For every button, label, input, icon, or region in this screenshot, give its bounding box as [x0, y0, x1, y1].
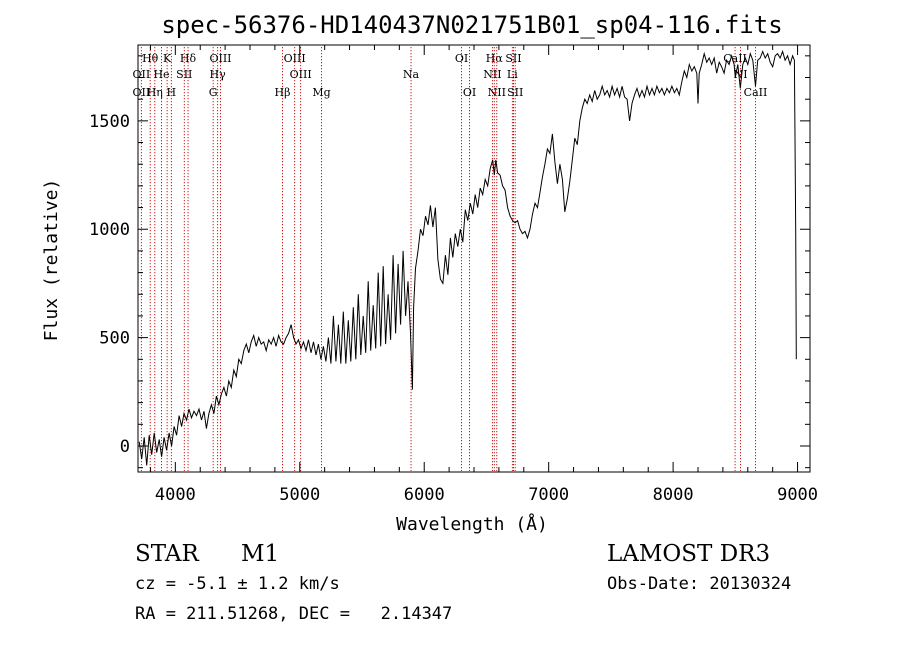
spectral-line-label: Na — [403, 68, 420, 81]
spectral-line-label: H — [167, 86, 177, 99]
spectral-line-label: K — [163, 52, 172, 65]
axis-ticks: 4000 5000 6000 7000 8000 9000 0 500 1000 1500 — [89, 45, 818, 505]
redshift-text: cz = -5.1 ± 1.2 km/s — [135, 574, 340, 594]
object-class: STAR — [135, 541, 199, 567]
survey-name: LAMOST DR3 — [607, 541, 771, 567]
plot-frame — [137, 44, 811, 473]
spectrum-series-line — [138, 49, 797, 466]
spectral-line-label: CaII — [723, 52, 747, 65]
y-tick-label: 1500 — [89, 112, 130, 132]
spectral-line-label: NII — [483, 68, 501, 81]
spectrum-chart: spec-56376-HD140437N021751B01_sp04-116.f… — [41, 11, 818, 535]
spectral-line-label: CaII — [744, 86, 768, 99]
spectral-line-label: OIII — [209, 52, 231, 65]
object-subclass: M1 — [241, 541, 280, 567]
y-tick-label: 500 — [99, 329, 130, 349]
spectral-line-label: Li — [507, 68, 518, 81]
spectral-line-label: OIII — [290, 68, 312, 81]
obs-date: Obs-Date: 20130324 — [607, 574, 792, 594]
spectral-line-label: Hα — [486, 52, 504, 65]
y-axis-label: Flux (relative) — [41, 179, 62, 342]
x-tick-label: 4000 — [155, 485, 196, 505]
spectral-line-label: SII — [505, 52, 521, 65]
spectral-line-label: Hβ — [275, 86, 291, 99]
spectral-line-label: OI — [463, 86, 476, 99]
spectral-line-label: Mg — [312, 86, 330, 99]
spectral-line-label: He — [153, 68, 169, 81]
spectral-line-label: Hθ — [142, 52, 159, 65]
chart-title: spec-56376-HD140437N021751B01_sp04-116.f… — [161, 11, 782, 39]
spectral-line-label: SII — [507, 86, 523, 99]
spectral-line-label: G — [209, 86, 218, 99]
x-axis-label: Wavelength (Å) — [396, 513, 548, 535]
spectral-line-label: OIII — [284, 52, 306, 65]
spectral-line-markers — [140, 47, 756, 471]
x-tick-label: 5000 — [279, 485, 320, 505]
spectral-line-label: NI — [734, 68, 748, 81]
x-tick-label: 6000 — [404, 485, 445, 505]
spectral-line-label: Hδ — [180, 52, 197, 65]
spectral-line-label: OII — [133, 68, 151, 81]
x-tick-label: 8000 — [653, 485, 694, 505]
spectral-line-label: OII — [133, 86, 151, 99]
spectral-line-label: NII — [488, 86, 506, 99]
spectral-line-label: Hγ — [210, 68, 227, 81]
spectral-line-label: OI — [455, 52, 468, 65]
x-tick-label: 9000 — [777, 485, 818, 505]
y-tick-label: 0 — [120, 437, 130, 457]
y-tick-label: 1000 — [89, 220, 130, 240]
spectral-line-label: Hη — [147, 86, 163, 99]
coordinates: RA = 211.51268, DEC = 2.14347 — [135, 604, 453, 624]
spectral-line-label: SII — [176, 68, 192, 81]
x-tick-label: 7000 — [528, 485, 569, 505]
